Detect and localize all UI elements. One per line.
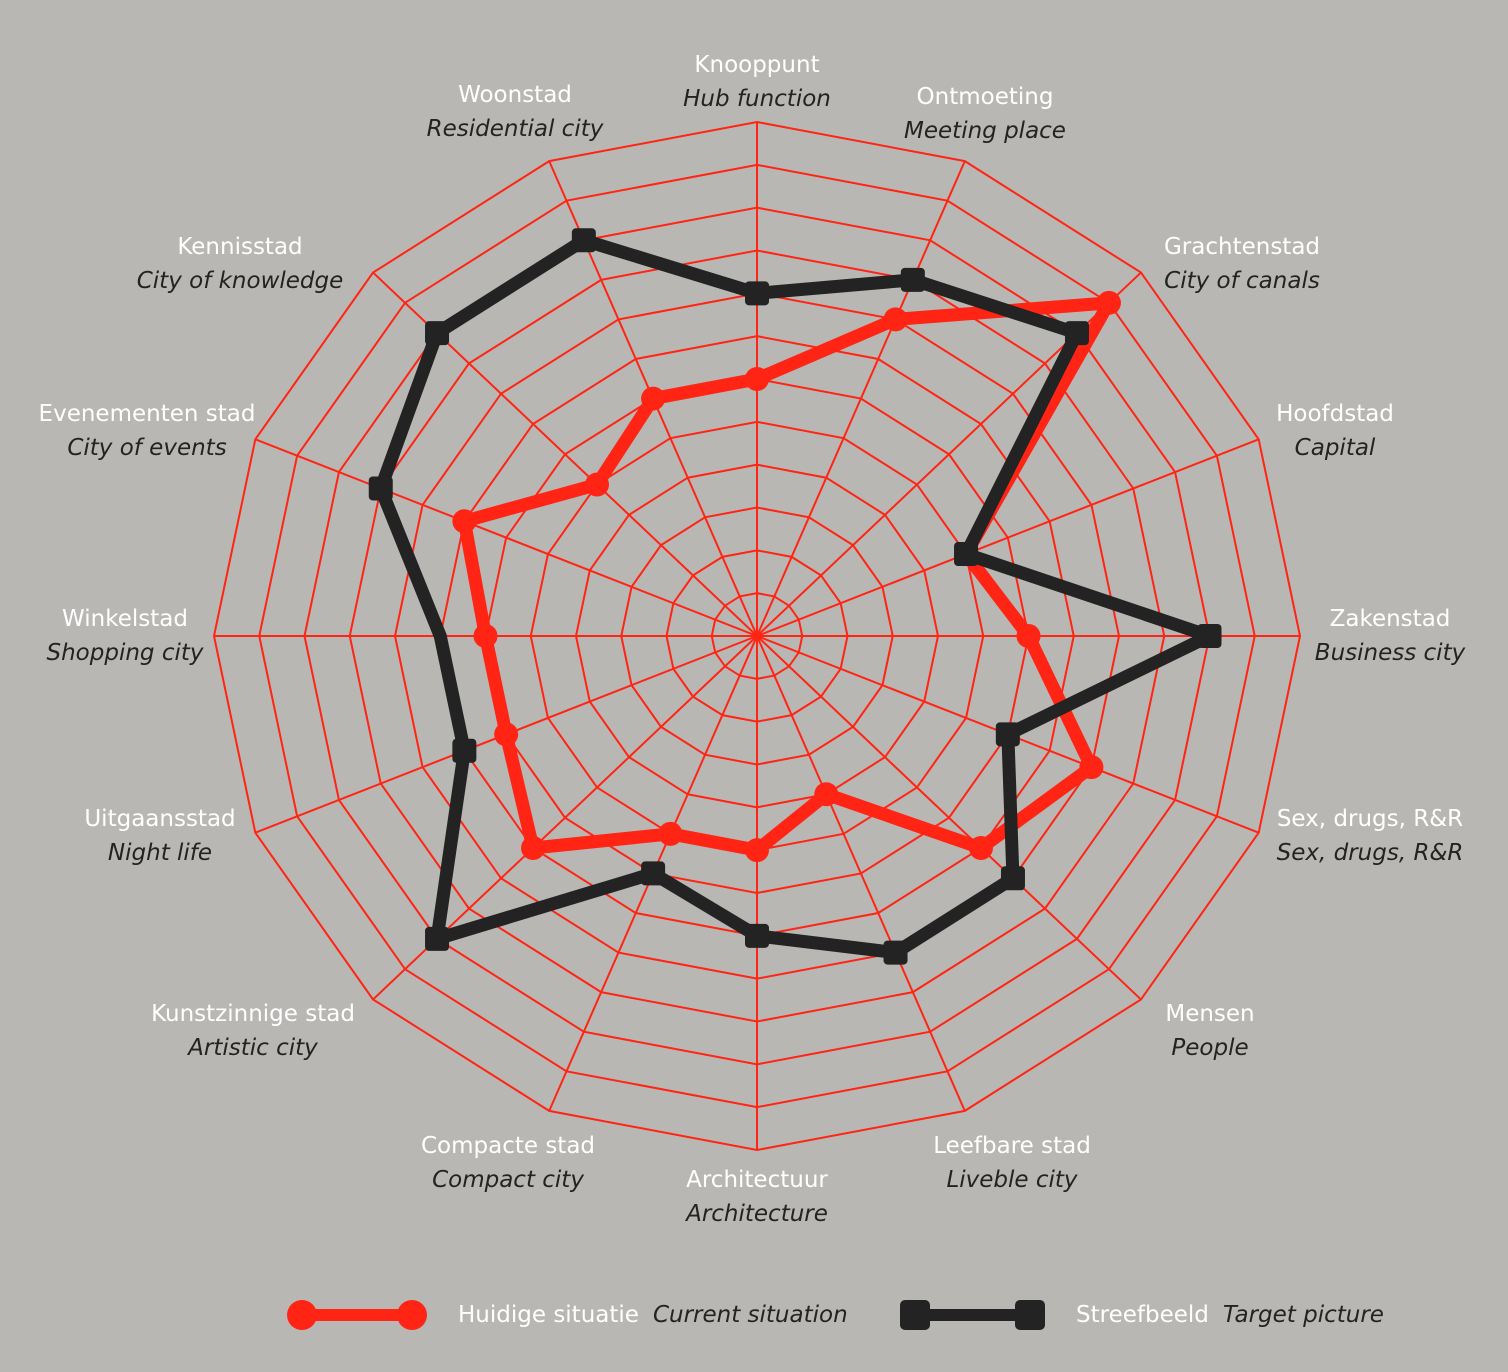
data-point-marker xyxy=(641,386,666,411)
axis-label-nl: Zakenstad xyxy=(1329,606,1451,632)
axis-label-en: City of knowledge xyxy=(136,268,344,294)
grid-spoke xyxy=(756,635,1142,1001)
data-point-marker xyxy=(995,722,1020,747)
data-point-marker xyxy=(745,367,769,391)
data-point-marker xyxy=(968,836,993,861)
axis-label: Woonstad Residential city xyxy=(427,78,604,146)
axis-label-en: Hub function xyxy=(683,86,831,112)
data-point-marker xyxy=(452,738,477,763)
axis-label-nl: Winkelstad xyxy=(62,606,188,632)
axis-label-nl: Woonstad xyxy=(458,82,572,108)
axis-label: Grachtenstad City of canals xyxy=(1164,230,1320,298)
legend-swatch-target-icon xyxy=(900,1300,1045,1330)
radar-grid xyxy=(212,120,1302,1152)
data-point-marker xyxy=(883,307,908,332)
legend-label-en: Current situation xyxy=(652,1302,848,1328)
data-point-marker xyxy=(571,228,596,253)
data-point-marker xyxy=(521,836,546,861)
axis-label: Hoofdstad Capital xyxy=(1276,397,1394,465)
axis-label: Winkelstad Shopping city xyxy=(47,602,204,670)
legend-label-nl: Streefbeeld xyxy=(1076,1302,1209,1328)
axis-label-nl: Uitgaansstad xyxy=(84,806,236,832)
data-point-marker xyxy=(368,476,393,501)
axis-label: Ontmoeting Meeting place xyxy=(904,80,1066,148)
axis-label-en: Residential city xyxy=(426,116,604,142)
axis-label: Uitgaansstad Night life xyxy=(84,802,235,870)
data-point-marker xyxy=(954,542,979,567)
axis-label-en: People xyxy=(1171,1035,1249,1061)
axis-label-nl: Kunstzinnige stad xyxy=(151,1001,355,1027)
axis-label: Kunstzinnige stad Artistic city xyxy=(151,997,355,1065)
axis-label-en: City of events xyxy=(67,435,227,461)
data-point-marker xyxy=(814,782,839,807)
data-point-marker xyxy=(1197,624,1222,648)
data-point-marker xyxy=(425,926,450,951)
axis-label-nl: Sex, drugs, R&R xyxy=(1276,806,1464,832)
data-point-marker xyxy=(745,838,769,863)
legend-swatch-current-icon xyxy=(287,1300,427,1330)
axis-label-nl: Kennisstad xyxy=(177,234,303,260)
data-point-marker xyxy=(1079,755,1104,780)
legend-label-en: Target picture xyxy=(1222,1302,1384,1328)
data-point-marker xyxy=(1064,321,1089,346)
data-point-marker xyxy=(745,281,769,306)
axis-label: Architectuur Architecture xyxy=(686,1163,828,1231)
axis-label-en: Architecture xyxy=(686,1201,828,1227)
data-point-marker xyxy=(883,940,908,965)
axis-label-en: Night life xyxy=(107,840,213,866)
axis-label: Kennisstad City of knowledge xyxy=(137,230,344,298)
data-point-marker xyxy=(452,509,477,534)
axis-label: Leefbare stad Liveble city xyxy=(933,1129,1091,1197)
axis-label-nl: Hoofdstad xyxy=(1276,401,1394,427)
data-point-marker xyxy=(745,923,769,948)
series-target xyxy=(368,228,1222,965)
axis-label-en: Capital xyxy=(1294,435,1376,461)
axis-label: Sex, drugs, R&R Sex, drugs, R&R xyxy=(1277,802,1464,870)
axis-label-nl: Architectuur xyxy=(686,1167,828,1193)
data-point-marker xyxy=(900,267,925,292)
axis-label: Compacte stad Compact city xyxy=(421,1129,595,1197)
axis-label-nl: Mensen xyxy=(1165,1001,1255,1027)
legend-label-nl: Huidige situatie xyxy=(458,1302,639,1328)
axis-label-en: Shopping city xyxy=(46,640,204,666)
axis-label-en: City of canals xyxy=(1164,268,1320,294)
axis-label-nl: Leefbare stad xyxy=(933,1133,1091,1159)
grid-spoke xyxy=(254,438,758,637)
data-point-marker xyxy=(473,624,498,648)
radar-series xyxy=(368,228,1222,965)
data-point-marker xyxy=(641,861,666,886)
axis-label-nl: Compacte stad xyxy=(420,1133,596,1159)
axis-label-en: Business city xyxy=(1314,640,1466,666)
axis-label-nl: Knooppunt xyxy=(694,52,820,78)
axis-label-nl: Evenementen stad xyxy=(38,401,256,427)
axis-label: Knooppunt Hub function xyxy=(683,48,831,116)
axis-label-en: Artistic city xyxy=(188,1035,318,1061)
data-point-marker xyxy=(1096,290,1121,315)
axis-label-en: Meeting place xyxy=(904,118,1066,144)
data-point-marker xyxy=(658,821,683,846)
grid-spoke xyxy=(756,635,966,1112)
axis-label-nl: Ontmoeting xyxy=(916,84,1054,110)
legend-item-current: Huidige situatie Current situation xyxy=(282,1290,848,1340)
data-point-marker xyxy=(1000,866,1025,891)
data-point-marker xyxy=(494,722,519,747)
axis-label-en: Sex, drugs, R&R xyxy=(1276,840,1464,866)
axis-label: Evenementen stad City of events xyxy=(39,397,256,465)
axis-label-nl: Grachtenstad xyxy=(1163,234,1321,260)
data-point-marker xyxy=(585,472,610,497)
data-point-marker xyxy=(1016,624,1041,648)
axis-label: Mensen People xyxy=(1165,997,1254,1065)
legend-item-target: Streefbeeld Target picture xyxy=(895,1290,1384,1340)
grid-spoke xyxy=(756,438,1260,637)
data-point-marker xyxy=(425,321,450,346)
grid-spoke xyxy=(756,160,966,637)
axis-label: Zakenstad Business city xyxy=(1315,602,1465,670)
axis-label-en: Liveble city xyxy=(946,1167,1078,1193)
axis-label-en: Compact city xyxy=(432,1167,584,1193)
